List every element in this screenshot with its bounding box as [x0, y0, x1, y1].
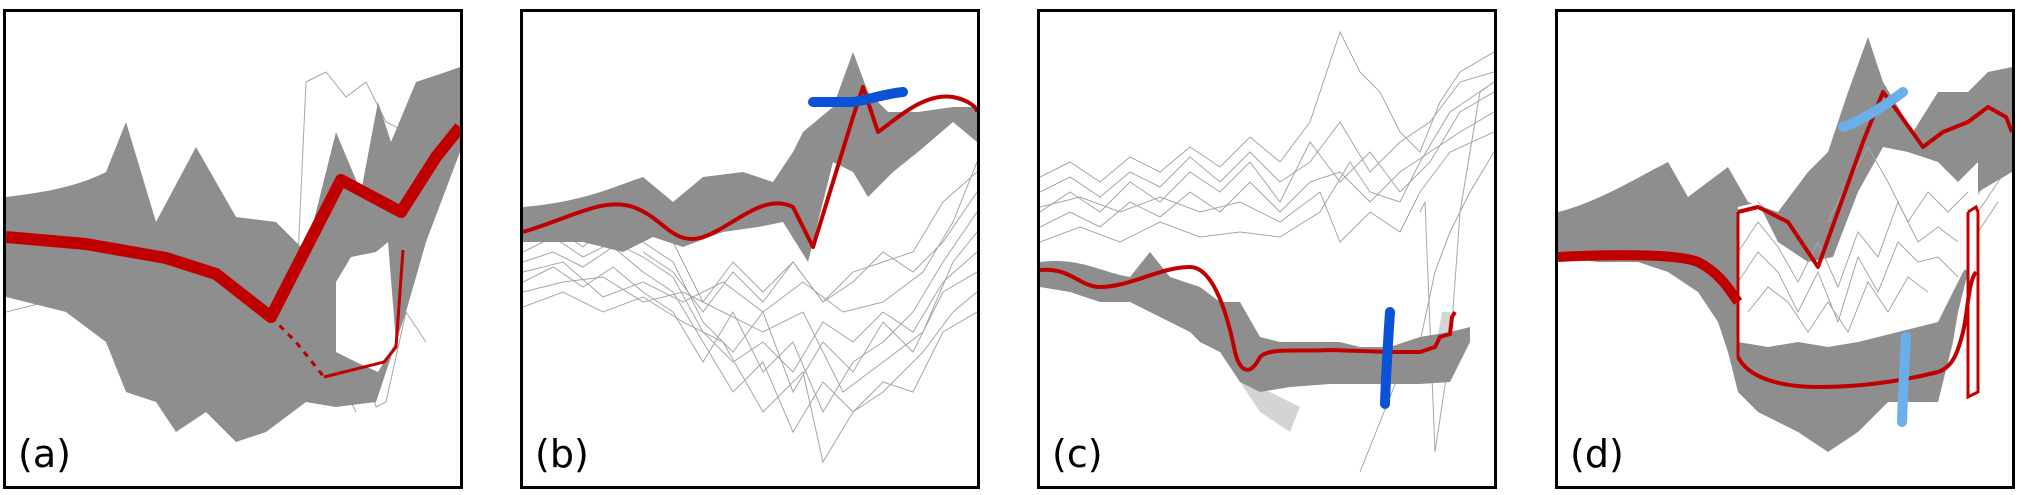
white-cutout — [1738, 147, 1978, 347]
red-thick-curve — [1558, 250, 1743, 305]
light-blue-stroke-lower — [1897, 332, 1911, 427]
thin-polylines-overlay — [1737, 145, 1969, 334]
red-vertical-right — [1966, 204, 1980, 400]
light-blue-stroke-upper — [1838, 87, 1908, 132]
uncertainty-band — [1558, 37, 2012, 452]
panel-a-label: (a) — [18, 432, 71, 476]
blue-stroke — [1380, 307, 1395, 409]
uncertainty-band — [523, 52, 977, 262]
uncertainty-band — [6, 67, 460, 442]
white-cutout — [336, 242, 396, 372]
red-curve — [523, 85, 977, 249]
uncertainty-band — [1040, 252, 1470, 392]
panel-c: (c) — [1037, 9, 1497, 489]
panel-a: (a) — [3, 9, 463, 489]
panel-b-label: (b) — [535, 432, 589, 476]
thin-polylines — [1040, 30, 1494, 473]
red-dashed-curve — [269, 315, 326, 378]
thin-polylines — [523, 161, 977, 464]
panel-a-plot — [6, 67, 460, 442]
red-thin-curve — [323, 249, 405, 379]
blue-stroke — [808, 87, 908, 107]
panel-d-plot — [1558, 37, 2012, 452]
red-curve — [1040, 264, 1457, 372]
panel-c-label: (c) — [1052, 432, 1103, 476]
red-curve-lower — [1736, 270, 1978, 389]
panel-d: (d) — [1555, 9, 2015, 489]
panel-d-label: (d) — [1570, 432, 1624, 476]
light-shadow — [1240, 382, 1300, 432]
red-curve-upper — [1737, 90, 2012, 269]
panel-b: (b) — [520, 9, 980, 489]
panel-c-plot — [1040, 30, 1494, 473]
panel-b-plot — [523, 52, 977, 464]
